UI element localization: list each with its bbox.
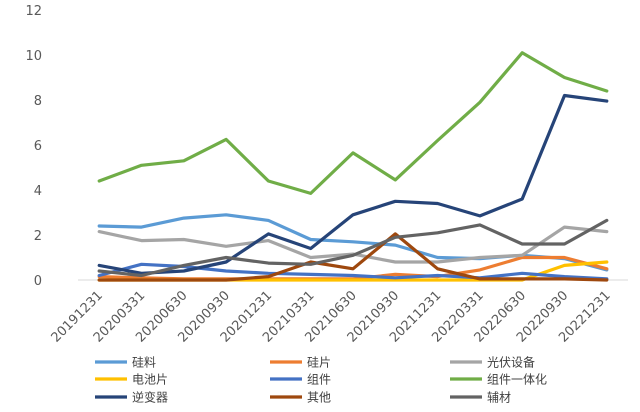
legend-label: 逆变器 (132, 390, 168, 405)
y-tick-label: 6 (34, 139, 42, 154)
x-axis-ticks: 2019123120200331202006302020093020201231… (49, 288, 614, 345)
series-line (97, 51, 609, 195)
legend-label: 硅片 (307, 356, 331, 370)
legend-label: 组件一体化 (487, 373, 547, 387)
legend-label: 辅材 (487, 391, 511, 405)
legend-label: 电池片 (132, 373, 168, 387)
y-tick-label: 4 (34, 184, 42, 199)
y-tick-label: 8 (34, 94, 42, 109)
series-lines (97, 51, 609, 282)
legend-label: 硅料 (132, 356, 156, 370)
legend-label: 其他 (307, 391, 331, 405)
series-line (97, 232, 609, 282)
y-tick-label: 10 (25, 49, 42, 64)
y-axis-ticks: 0 2 4 6 8 10 12 (25, 4, 42, 289)
legend-label: 光伏设备 (487, 356, 535, 370)
y-tick-label: 2 (34, 229, 42, 244)
y-tick-label: 12 (25, 4, 42, 19)
series-line (97, 93, 609, 275)
y-tick-label: 0 (34, 274, 42, 289)
series-line (97, 218, 609, 278)
legend-label: 组件 (307, 373, 331, 387)
series-line (97, 213, 609, 272)
